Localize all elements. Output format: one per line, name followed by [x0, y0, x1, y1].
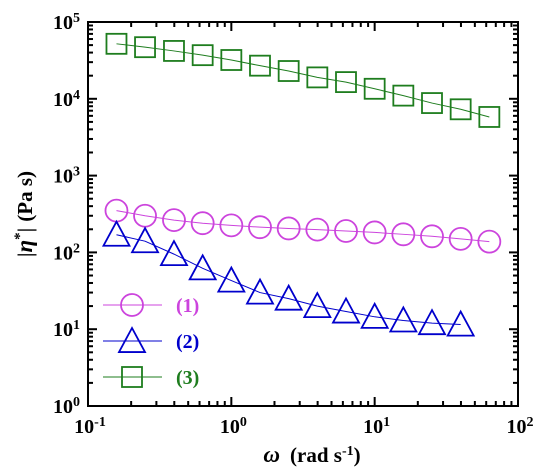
legend-marker: [121, 366, 143, 388]
y-axis-label: |η*|(Pa s): [12, 171, 37, 257]
y-axis-open: |: [13, 252, 37, 257]
series-line: [116, 234, 461, 326]
data-point-triangle: [216, 265, 246, 293]
series-line: [116, 43, 490, 118]
legend-label: (1): [176, 295, 199, 317]
legend-label: (3): [176, 367, 199, 389]
data-point-square: [363, 77, 386, 100]
data-point-triangle: [188, 253, 218, 281]
axis-ticks: [87, 21, 519, 407]
data-point-triangle: [331, 296, 361, 324]
legend-entry: (1): [103, 293, 199, 317]
data-point-triangle: [101, 219, 131, 247]
x-tick-label: 100: [220, 415, 247, 439]
x-axis-label: ω (rad s-1): [263, 442, 360, 467]
data-point-circle: [391, 222, 416, 247]
legend-entry: (2): [103, 326, 199, 353]
data-point-circle: [190, 211, 215, 236]
y-axis-symbol: η: [12, 240, 37, 253]
x-axis-symbol: ω: [263, 442, 280, 467]
data-point-circle: [477, 229, 502, 254]
data-point-circle: [162, 208, 186, 233]
data-point-square: [277, 60, 300, 82]
y-tick-label: 101: [53, 318, 80, 342]
data-point-circle: [448, 226, 473, 251]
x-tick-label: 102: [507, 415, 534, 439]
x-axis-sup: -1: [342, 444, 354, 459]
data-point-triangle: [446, 309, 476, 337]
data-point-circle: [420, 224, 444, 249]
data-point-triangle: [245, 277, 275, 305]
legend-marker: [120, 293, 144, 317]
data-point-square: [478, 106, 501, 128]
data-point-square: [105, 32, 128, 55]
data-point-square: [163, 40, 185, 62]
legend-marker: [117, 326, 147, 353]
y-axis-sup: *: [12, 232, 28, 240]
y-tick-label: 103: [53, 164, 80, 188]
y-axis-text: (Pa s): [13, 171, 37, 222]
x-axis-text: (rad s: [290, 443, 342, 467]
data-point-circle: [219, 213, 244, 238]
data-point-square: [191, 44, 214, 67]
data-point-circle: [362, 220, 387, 245]
data-point-square: [134, 36, 156, 59]
data-point-circle: [248, 215, 272, 240]
data-point-square: [306, 66, 329, 89]
plot-marks: [101, 32, 502, 337]
data-point-circle: [305, 217, 330, 242]
data-point-triangle: [159, 239, 189, 267]
data-point-triangle: [302, 291, 332, 319]
data-point-square: [220, 49, 243, 71]
data-point-circle: [334, 219, 358, 243]
y-axis-close: |: [13, 228, 37, 233]
x-axis-close: ): [354, 443, 361, 467]
data-point-square: [421, 92, 443, 114]
data-point-square: [392, 84, 415, 107]
data-point-triangle: [274, 283, 304, 311]
y-tick-label: 102: [53, 241, 80, 265]
x-tick-label: 10-1: [74, 415, 106, 439]
series-line: [116, 210, 490, 243]
legend-label: (2): [176, 331, 199, 353]
series-2: [101, 219, 476, 337]
data-point-square: [449, 98, 472, 121]
data-point-triangle: [388, 305, 418, 333]
plot-frame: [87, 21, 519, 407]
y-tick-label: 104: [53, 87, 80, 111]
legend: (1) (2) (3): [103, 293, 199, 389]
data-point-triangle: [360, 301, 390, 329]
data-point-triangle: [417, 308, 447, 336]
x-tick-label: 101: [363, 415, 390, 439]
data-point-square: [249, 54, 271, 77]
data-point-square: [335, 71, 357, 93]
y-tick-label: 105: [53, 11, 80, 35]
series-3: [105, 32, 501, 128]
data-point-circle: [276, 216, 301, 241]
y-tick-label: 100: [53, 395, 80, 419]
data-point-triangle: [130, 226, 160, 254]
legend-entry: (3): [103, 366, 199, 389]
series-1: [104, 198, 502, 254]
